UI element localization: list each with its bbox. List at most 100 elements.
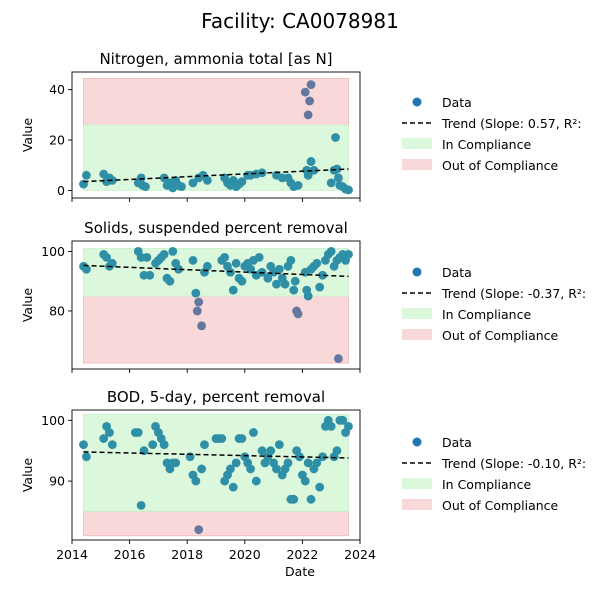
data-point — [107, 258, 117, 268]
data-point — [254, 252, 264, 262]
subplot-title: BOD, 5-day, percent removal — [107, 388, 325, 406]
subplot-3: 90 100 2014 2016 2018 2020 2022 2024 BOD, 5-day,… — [20, 388, 586, 562]
data-point — [331, 133, 340, 142]
data-point — [334, 354, 343, 363]
data-point — [228, 482, 238, 492]
data-point — [194, 525, 204, 535]
y-tick-label: 80 — [49, 303, 65, 318]
data-point — [82, 452, 91, 462]
data-point — [286, 255, 296, 265]
data-point — [312, 258, 322, 268]
axes-frame — [71, 71, 361, 199]
legend-out-of-compliance-label: Out of Compliance — [442, 498, 559, 513]
data-point — [326, 422, 336, 431]
data-point — [315, 282, 325, 292]
data-point — [263, 273, 273, 283]
trend-line — [83, 264, 349, 278]
data-point — [332, 164, 342, 174]
data-point — [145, 270, 155, 280]
data-point — [338, 415, 348, 425]
legend-in-compliance-swatch — [402, 478, 432, 489]
data-point — [237, 177, 247, 187]
data-point — [280, 279, 290, 289]
data-point — [228, 285, 238, 295]
data-point — [326, 178, 336, 188]
data-point — [107, 440, 117, 450]
data-point — [141, 182, 150, 192]
data-point — [305, 96, 314, 106]
legend-out-of-compliance-swatch — [402, 329, 432, 340]
data-point — [231, 458, 241, 468]
data-point — [332, 446, 342, 456]
data-point — [231, 258, 241, 268]
data-point — [136, 173, 146, 183]
data-point — [202, 261, 212, 271]
legend-in-compliance-swatch — [402, 138, 432, 149]
data-point — [274, 264, 284, 274]
data-point — [237, 434, 247, 443]
data-point — [102, 252, 111, 262]
legend-data-label: Data — [442, 265, 472, 280]
legend-in-compliance-label: In Compliance — [442, 477, 531, 492]
data-point — [188, 178, 198, 188]
data-point — [142, 252, 152, 262]
y-axis-label: Value — [20, 118, 35, 153]
legend-data-label: Data — [442, 435, 472, 450]
x-tick-label: 2016 — [114, 547, 146, 562]
data-point — [306, 80, 316, 89]
data-point — [309, 165, 319, 175]
data-point — [188, 255, 198, 265]
x-axis-label: Date — [285, 564, 315, 579]
data-point — [200, 440, 209, 450]
y-tick-label: 40 — [49, 82, 65, 97]
data-point — [283, 458, 293, 468]
data-point — [168, 247, 178, 256]
data-point — [99, 434, 109, 443]
subplots: 0 20 40 Nitrogen, ammonia total [as N] Value… — [20, 50, 586, 562]
data-point — [344, 249, 353, 259]
legend-in-compliance-swatch — [402, 308, 432, 319]
subplot-2: 80 100 Solids, suspended percent removal Va… — [20, 219, 586, 373]
data-point — [165, 276, 175, 286]
data-point — [306, 157, 316, 166]
data-point — [318, 452, 327, 462]
data-point — [191, 288, 201, 298]
legend-data-marker — [412, 267, 422, 277]
data-point — [344, 185, 353, 195]
legend-trend-label: Trend (Slope: -0.10, R²: — [441, 456, 586, 471]
data-point — [136, 500, 146, 510]
y-tick-label: 100 — [41, 413, 65, 428]
x-tick-label: 2018 — [171, 547, 203, 562]
x-tick-label: 2022 — [286, 547, 318, 562]
axes-frame — [71, 409, 361, 541]
data-point — [194, 297, 204, 307]
data-point — [133, 428, 143, 437]
data-point — [293, 309, 303, 319]
data-point — [159, 249, 169, 259]
data-point — [289, 494, 299, 504]
data-point — [217, 434, 227, 443]
data-point — [315, 482, 325, 492]
data-point — [79, 440, 88, 450]
data-point — [246, 464, 255, 474]
data-point — [272, 464, 281, 474]
data-point — [249, 428, 258, 437]
legend-in-compliance-label: In Compliance — [442, 307, 531, 322]
y-tick-label: 90 — [49, 474, 65, 489]
data-point — [266, 446, 276, 456]
legend-trend-label: Trend (Slope: 0.57, R²: — [441, 116, 582, 131]
data-point — [148, 440, 158, 450]
data-point — [344, 422, 353, 431]
data-point — [303, 291, 313, 301]
data-point — [251, 476, 261, 486]
data-point — [202, 175, 212, 185]
y-tick-label: 100 — [41, 244, 65, 259]
out-of-compliance-band — [83, 77, 349, 126]
x-tick-label: 2014 — [56, 547, 88, 562]
data-point — [171, 458, 181, 468]
legend-out-of-compliance-label: Out of Compliance — [442, 328, 559, 343]
data-point — [257, 446, 267, 456]
data-point — [303, 170, 313, 180]
data-point — [326, 247, 336, 256]
